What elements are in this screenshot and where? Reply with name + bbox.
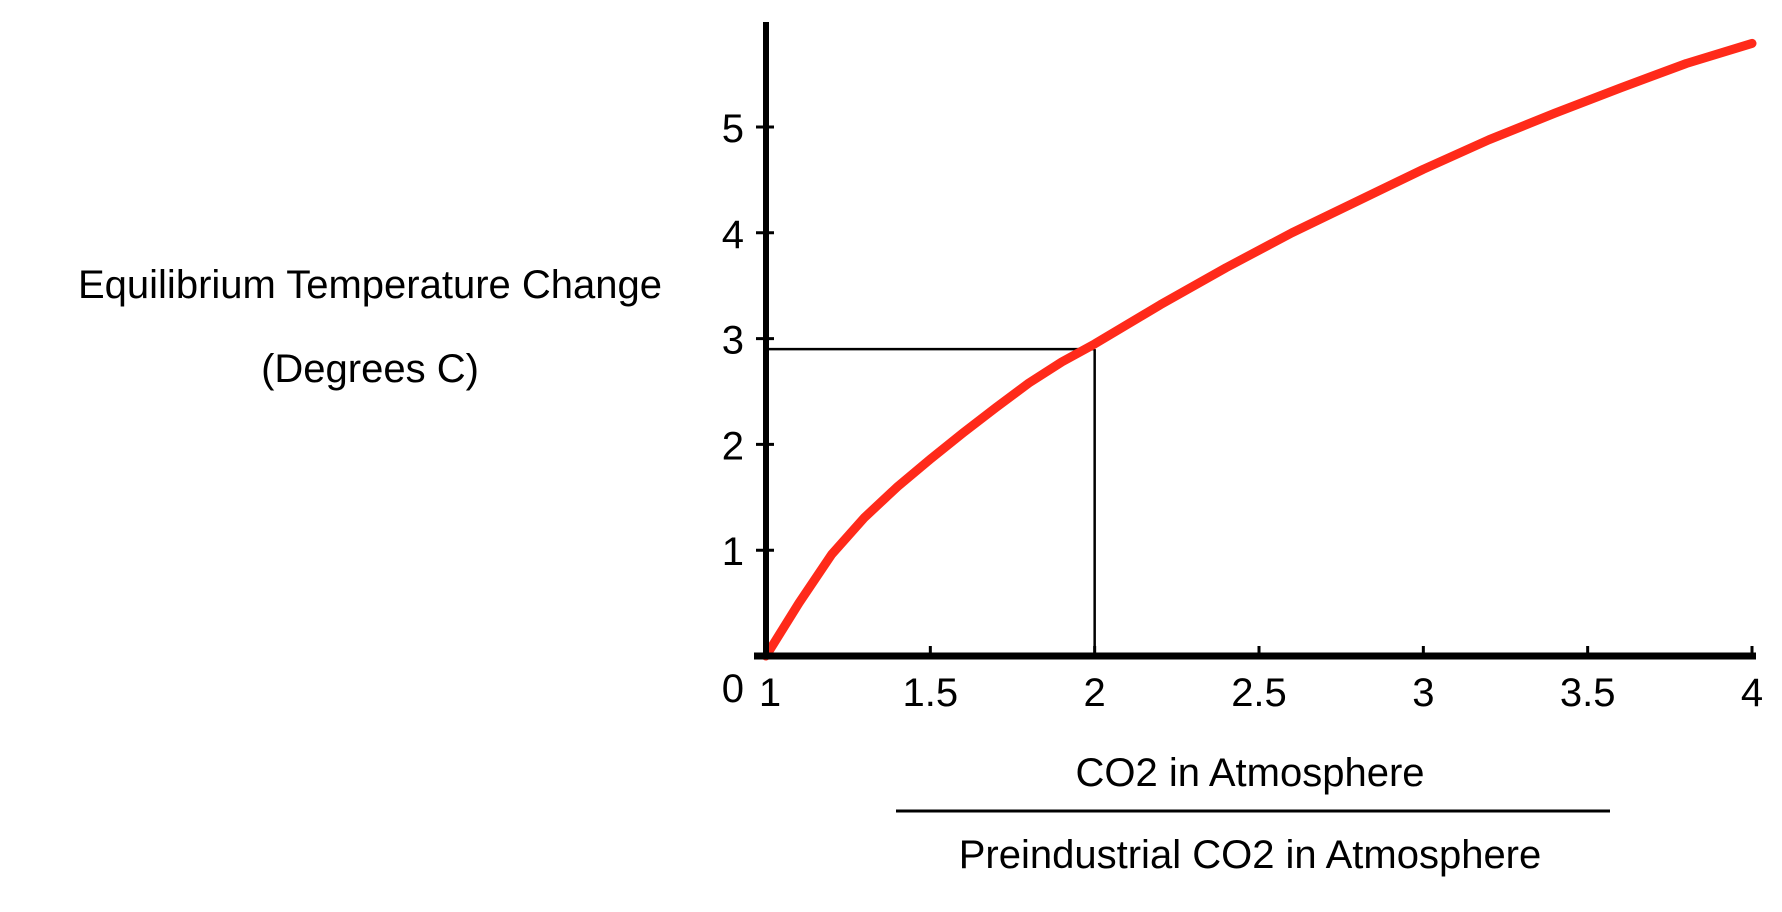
y-axis-title-line-1: Equilibrium Temperature Change	[78, 263, 662, 307]
x-axis-ticks: 1 1.5 2 2.5 3 3.5 4	[759, 646, 1763, 715]
y-tick-label: 0	[722, 667, 744, 711]
y-tick-label: 1	[722, 530, 744, 574]
x-axis-title-denominator: Preindustrial CO2 in Atmosphere	[959, 833, 1542, 877]
x-tick-label: 1.5	[903, 671, 959, 715]
y-tick-label: 2	[722, 424, 744, 468]
x-tick-label: 4	[1741, 671, 1763, 715]
y-axis-ticks: 0 1 2 3 4 5	[722, 107, 774, 711]
y-axis-title-line-2: (Degrees C)	[261, 347, 479, 391]
y-tick-label: 3	[722, 319, 744, 363]
x-tick-label: 3.5	[1560, 671, 1616, 715]
x-tick-label: 3	[1412, 671, 1434, 715]
reference-lines	[766, 347, 1096, 656]
series-line	[761, 38, 1757, 661]
x-tick-label: 2.5	[1231, 671, 1287, 715]
y-tick-label: 4	[722, 213, 744, 257]
x-tick-label: 2	[1084, 671, 1106, 715]
x-tick-label: 1	[759, 671, 781, 715]
y-tick-label: 5	[722, 107, 744, 151]
x-axis-title-numerator: CO2 in Atmosphere	[1075, 751, 1424, 795]
